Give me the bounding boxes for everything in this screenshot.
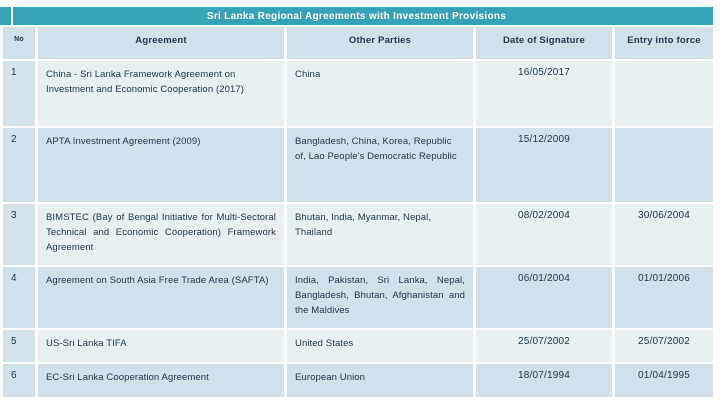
cell-entry-into-force: 01/01/2006 bbox=[615, 267, 713, 328]
column-header-agreement: Agreement bbox=[38, 27, 284, 59]
cell-no: 1 bbox=[3, 61, 35, 126]
cell-entry-into-force bbox=[615, 61, 713, 126]
cell-date-of-signature: 08/02/2004 bbox=[476, 204, 612, 265]
table-title: Sri Lanka Regional Agreements with Inves… bbox=[206, 10, 507, 22]
column-header-entry-into-force: Entry into force bbox=[615, 27, 713, 59]
table-row: 3 BIMSTEC (Bay of Bengal Initiative for … bbox=[3, 204, 713, 265]
cell-no: 5 bbox=[3, 330, 35, 362]
cell-other-parties: European Union bbox=[287, 364, 473, 397]
table-row: 6 EC-Sri Lanka Cooperation Agreement Eur… bbox=[3, 364, 713, 397]
cell-other-parties: India, Pakistan, Sri Lanka, Nepal, Bangl… bbox=[287, 267, 473, 328]
cell-other-parties: United States bbox=[287, 330, 473, 362]
header-row: No Agreement Other Parties Date of Signa… bbox=[3, 27, 713, 59]
cell-agreement: BIMSTEC (Bay of Bengal Initiative for Mu… bbox=[38, 204, 284, 265]
agreements-table: No Agreement Other Parties Date of Signa… bbox=[0, 25, 716, 399]
cell-agreement: EC-Sri Lanka Cooperation Agreement bbox=[38, 364, 284, 397]
cell-other-parties: China bbox=[287, 61, 473, 126]
cell-entry-into-force: 25/07/2002 bbox=[615, 330, 713, 362]
cell-other-parties: Bhutan, India, Myanmar, Nepal, Thailand bbox=[287, 204, 473, 265]
cell-other-parties: Bangladesh, China, Korea, Republic of, L… bbox=[287, 128, 473, 202]
cell-date-of-signature: 25/07/2002 bbox=[476, 330, 612, 362]
cell-date-of-signature: 18/07/1994 bbox=[476, 364, 612, 397]
cell-entry-into-force: 30/06/2004 bbox=[615, 204, 713, 265]
cell-date-of-signature: 15/12/2009 bbox=[476, 128, 612, 202]
cell-no: 4 bbox=[3, 267, 35, 328]
table-row: 5 US-Sri Lanka TIFA United States 25/07/… bbox=[3, 330, 713, 362]
cell-no: 3 bbox=[3, 204, 35, 265]
table-row: 4 Agreement on South Asia Free Trade Are… bbox=[3, 267, 713, 328]
column-header-date-of-signature: Date of Signature bbox=[476, 27, 612, 59]
title-bar-divider bbox=[11, 7, 13, 25]
table-row: 2 APTA Investment Agreement (2009) Bangl… bbox=[3, 128, 713, 202]
cell-entry-into-force: 01/04/1995 bbox=[615, 364, 713, 397]
cell-date-of-signature: 16/05/2017 bbox=[476, 61, 612, 126]
cell-agreement: China - Sri Lanka Framework Agreement on… bbox=[38, 61, 284, 126]
cell-no: 2 bbox=[3, 128, 35, 202]
table-row: 1 China - Sri Lanka Framework Agreement … bbox=[3, 61, 713, 126]
table-title-bar: Sri Lanka Regional Agreements with Inves… bbox=[0, 7, 713, 25]
column-header-no: No bbox=[3, 27, 35, 59]
cell-agreement: Agreement on South Asia Free Trade Area … bbox=[38, 267, 284, 328]
cell-agreement: US-Sri Lanka TIFA bbox=[38, 330, 284, 362]
column-header-other-parties: Other Parties bbox=[287, 27, 473, 59]
cell-date-of-signature: 06/01/2004 bbox=[476, 267, 612, 328]
cell-no: 6 bbox=[3, 364, 35, 397]
cell-agreement: APTA Investment Agreement (2009) bbox=[38, 128, 284, 202]
cell-entry-into-force bbox=[615, 128, 713, 202]
